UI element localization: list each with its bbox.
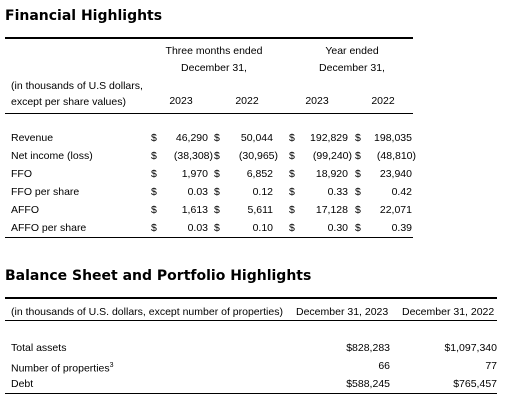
value-fy-2023: 0.30 [327, 222, 348, 234]
value-q4-2022: 6,852 [246, 168, 273, 180]
financial-bottom-rule [5, 237, 413, 238]
row-label-ffo-per-share: FFO per share [11, 186, 80, 198]
value-fy-2023: 18,920 [315, 168, 348, 180]
row-label-affo: AFFO [11, 204, 39, 216]
value-fy-2022: 0.42 [391, 186, 412, 198]
balance-sheet-title: Balance Sheet and Portfolio Highlights [5, 268, 312, 284]
value-q4-2023: 1,970 [181, 168, 208, 180]
col-header-2023: December 31, 2023 [296, 306, 389, 318]
value-q4-2022: 0.10 [252, 222, 273, 234]
financial-highlights-title: Financial Highlights [5, 8, 163, 24]
value-q4-2023: 0.03 [187, 186, 208, 198]
currency-symbol: $ [289, 168, 295, 180]
debt-2022: $765,457 [453, 378, 497, 390]
value-q4-2023: 0.03 [187, 222, 208, 234]
currency-symbol: $ [289, 186, 295, 198]
currency-symbol: $ [355, 204, 361, 216]
value-fy-2023: (99,240) [312, 150, 352, 162]
value-fy-2022: (48,810) [376, 150, 416, 162]
value-fy-2023: 0.33 [327, 186, 348, 198]
value-q4-2022: 0.12 [252, 186, 273, 198]
footnote-marker: 3 [109, 362, 114, 369]
financial-top-rule [5, 37, 413, 39]
three-months-header-line1: Three months ended [165, 45, 263, 57]
value-fy-2022: 198,035 [374, 132, 412, 144]
total-assets-2022: $1,097,340 [444, 342, 497, 354]
debt-2023: $588,245 [346, 378, 390, 390]
value-q4-2022: 50,044 [240, 132, 273, 144]
year-header: 2023 [169, 95, 193, 107]
balance-units-note: (in thousands of U.S. dollars, except nu… [11, 306, 283, 318]
currency-symbol: $ [214, 204, 220, 216]
three-months-header-line2: December 31, [181, 62, 247, 74]
value-fy-2023: 192,829 [310, 132, 348, 144]
value-q4-2023: (38,308) [173, 150, 213, 162]
year-header: 2022 [235, 95, 259, 107]
currency-symbol: $ [151, 150, 157, 162]
year-header: 2022 [371, 95, 395, 107]
currency-symbol: $ [151, 186, 157, 198]
currency-symbol: $ [214, 222, 220, 234]
currency-symbol: $ [355, 168, 361, 180]
currency-symbol: $ [355, 222, 361, 234]
properties-2022: 77 [485, 360, 497, 372]
currency-symbol: $ [214, 168, 220, 180]
value-fy-2022: 23,940 [379, 168, 412, 180]
balance-header-rule [5, 320, 497, 321]
year-header: 2023 [305, 95, 329, 107]
properties-2023: 66 [378, 360, 390, 372]
currency-symbol: $ [151, 204, 157, 216]
currency-symbol: $ [289, 150, 295, 162]
row-label-total-assets: Total assets [11, 342, 67, 354]
currency-symbol: $ [289, 222, 295, 234]
value-fy-2022: 0.39 [391, 222, 412, 234]
currency-symbol: $ [151, 222, 157, 234]
value-q4-2023: 46,290 [175, 132, 208, 144]
total-assets-2023: $828,283 [346, 342, 390, 354]
value-fy-2022: 22,071 [379, 204, 412, 216]
row-label-number-of-properties: Number of properties3 [11, 362, 114, 375]
row-label-debt: Debt [11, 378, 34, 390]
currency-symbol: $ [355, 186, 361, 198]
currency-symbol: $ [214, 186, 220, 198]
financial-units-note-line1: (in thousands of U.S dollars, [11, 80, 143, 92]
value-q4-2022: 5,611 [247, 204, 274, 216]
currency-symbol: $ [151, 168, 157, 180]
col-header-2022: December 31, 2022 [402, 306, 495, 318]
balance-top-rule [5, 297, 497, 299]
value-q4-2023: 1,613 [181, 204, 208, 216]
row-label-revenue: Revenue [11, 132, 54, 144]
currency-symbol: $ [214, 132, 220, 144]
financial-units-note-line2: except per share values) [11, 96, 126, 108]
currency-symbol: $ [214, 150, 220, 162]
year-ended-header-line1: Year ended [325, 45, 379, 57]
currency-symbol: $ [355, 150, 361, 162]
currency-symbol: $ [289, 204, 295, 216]
row-label-ffo: FFO [11, 168, 32, 180]
currency-symbol: $ [355, 132, 361, 144]
value-q4-2022: (30,965) [238, 150, 278, 162]
financial-header-rule [5, 113, 413, 114]
balance-bottom-rule [5, 393, 497, 394]
currency-symbol: $ [151, 132, 157, 144]
row-label-affo-per-share: AFFO per share [11, 222, 87, 234]
row-label-net-income: Net income (loss) [11, 150, 93, 162]
value-fy-2023: 17,128 [315, 204, 348, 216]
year-ended-header-line2: December 31, [319, 62, 385, 74]
currency-symbol: $ [289, 132, 295, 144]
